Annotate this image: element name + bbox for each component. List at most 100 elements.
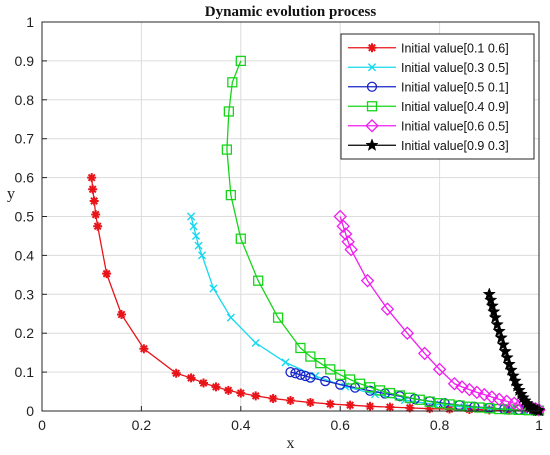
circle-marker	[285, 366, 296, 378]
legend-label: Initial value[0.5 0.1]	[401, 80, 509, 94]
star-marker	[485, 298, 499, 312]
star-marker	[502, 357, 516, 370]
circle-marker	[335, 379, 346, 390]
y-tick-label: 0	[26, 403, 34, 419]
legend-box	[340, 33, 535, 160]
x-tick-label: 1	[535, 417, 543, 433]
diamond-marker	[338, 227, 353, 241]
x-tick-label: 0.8	[430, 417, 450, 433]
y-axis-label: y	[7, 186, 15, 203]
star-marker	[365, 138, 379, 151]
legend-entry: Initial value[0.3 0.5]	[348, 61, 509, 75]
star-marker	[498, 344, 512, 358]
asterisk-marker	[171, 368, 181, 378]
diamond-marker	[477, 387, 492, 402]
circle-marker	[295, 369, 306, 380]
legend-entry: Initial value[0.6 0.5]	[348, 118, 509, 133]
diamond-marker	[432, 362, 447, 377]
star-marker	[488, 310, 502, 324]
asterisk-marker	[268, 394, 278, 404]
diamond-marker	[455, 380, 469, 394]
diamond-marker	[344, 242, 358, 257]
y-tick-label: 0.2	[15, 325, 35, 341]
diamond-marker	[380, 302, 395, 316]
legend-label: Initial value[0.4 0.9]	[401, 100, 509, 114]
circle-marker	[320, 375, 331, 387]
x-marker	[281, 358, 290, 367]
y-tick-label: 0.7	[15, 131, 35, 147]
asterisk-marker	[425, 404, 435, 414]
asterisk-marker	[367, 43, 377, 53]
x-axis-label: x	[287, 435, 295, 452]
x-tick-label: 0.6	[330, 417, 350, 433]
diamond-marker	[341, 235, 355, 249]
asterisk-marker	[484, 405, 494, 415]
y-tick-label: 0.4	[15, 247, 35, 263]
y-tick-label: 0.9	[15, 53, 35, 69]
diamond-marker	[365, 118, 379, 133]
star-marker	[506, 368, 520, 382]
star-marker	[482, 287, 496, 300]
square-marker	[484, 403, 495, 414]
legend-label: Initial value[0.3 0.5]	[401, 61, 509, 75]
y-tick-label: 1	[26, 14, 34, 30]
x-marker	[191, 231, 201, 241]
square-marker	[384, 387, 396, 399]
diamond-marker	[492, 392, 507, 407]
chart-title: Dynamic evolution process	[205, 4, 377, 20]
asterisk-marker	[286, 395, 295, 405]
square-marker	[223, 106, 235, 117]
square-marker	[227, 77, 238, 88]
x-tick-label: 0.4	[231, 417, 251, 433]
diamond-marker	[499, 394, 514, 409]
star-marker	[494, 330, 508, 344]
asterisk-marker	[199, 378, 209, 388]
circle-marker	[290, 368, 301, 379]
asterisk-marker	[305, 397, 315, 407]
square-marker	[354, 378, 366, 389]
x-marker	[197, 251, 207, 260]
legend-entry: Initial value[0.4 0.9]	[348, 100, 509, 114]
legend-entry: Initial value[0.9 0.3]	[348, 138, 509, 153]
tick-labels: 0 0.2 0.4 0.6 0.8 1 0 0.1 0.2 0.3 0.4 0.5 0.6 0.7 0.8 0…	[15, 14, 544, 433]
asterisk-marker	[385, 402, 395, 412]
asterisk-marker	[223, 385, 233, 395]
legend-label: Initial value[0.9 0.3]	[401, 139, 509, 153]
x-marker	[194, 241, 203, 250]
square-marker	[272, 312, 284, 323]
x-tick-label: 0.2	[132, 417, 152, 433]
square-marker	[235, 233, 246, 244]
square-marker	[404, 392, 415, 403]
diamond-marker	[417, 346, 432, 361]
series-layer	[87, 55, 546, 417]
asterisk-marker	[93, 221, 103, 231]
legend-entry: Initial value[0.5 0.1]	[348, 80, 509, 94]
legend-entry: Initial value[0.1 0.6]	[348, 41, 509, 55]
plot-frame	[41, 21, 540, 412]
asterisk-marker	[325, 399, 335, 409]
asterisk-marker	[89, 196, 99, 206]
square-marker	[454, 400, 465, 411]
square-marker	[414, 394, 425, 405]
asterisk-marker	[91, 210, 101, 220]
circle-marker	[305, 372, 316, 383]
asterisk-marker	[87, 173, 97, 183]
diamond-marker	[462, 382, 477, 397]
star-marker	[487, 304, 501, 318]
y-tick-label: 0.5	[15, 209, 35, 225]
star-marker	[496, 337, 510, 351]
legend-label: Initial value[0.1 0.6]	[401, 41, 509, 55]
star-marker	[500, 350, 514, 364]
square-marker	[374, 385, 386, 396]
square-marker	[221, 144, 233, 155]
square-marker	[253, 275, 264, 286]
y-tick-label: 0.8	[15, 92, 35, 108]
square-marker	[394, 390, 405, 401]
square-marker	[295, 342, 306, 354]
asterisk-marker	[88, 184, 98, 194]
square-marker	[235, 55, 246, 67]
square-marker	[225, 189, 237, 201]
asterisk-marker	[117, 310, 127, 320]
diamond-marker	[400, 326, 415, 340]
star-marker	[490, 317, 504, 331]
